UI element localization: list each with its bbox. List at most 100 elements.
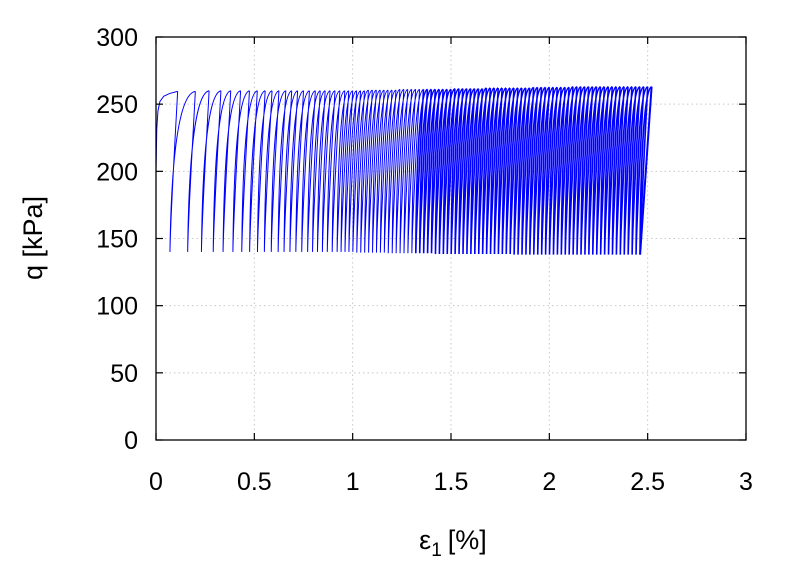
load-cycle-55 (462, 87, 476, 254)
x-tick-label: 2.5 (630, 468, 665, 496)
load-cycle-12 (277, 90, 293, 252)
load-cycle-27 (352, 90, 365, 252)
load-cycle-76 (544, 86, 558, 255)
load-cycle-56 (466, 87, 480, 254)
load-cycle-38 (395, 88, 409, 254)
load-cycle-1 (169, 90, 196, 252)
load-cycle-35 (383, 89, 397, 253)
y-tick-label: 100 (96, 293, 138, 321)
load-cycle-70 (521, 86, 535, 255)
load-cycle-71 (525, 86, 539, 255)
load-cycle-46 (426, 88, 440, 254)
load-cycle-60 (481, 87, 495, 254)
load-cycle-44 (418, 88, 432, 254)
load-cycle-73 (533, 86, 546, 255)
x-tick-label: 0.5 (237, 468, 272, 496)
load-cycle-36 (387, 88, 401, 254)
load-cycle-59 (477, 87, 491, 254)
load-cycle-43 (415, 88, 428, 254)
load-cycle-21 (326, 90, 341, 252)
x-axis-label-unit: [%] (448, 525, 487, 555)
y-tick-label: 300 (96, 24, 138, 52)
load-cycle-66 (505, 87, 519, 254)
load-cycle-75 (540, 86, 554, 255)
load-cycle-32 (372, 89, 385, 253)
load-cycle-5 (222, 90, 241, 252)
load-cycle-30 (364, 89, 377, 253)
load-cycle-63 (493, 87, 507, 254)
y-tick-label: 0 (124, 427, 138, 455)
load-cycle-87 (588, 85, 602, 255)
load-cycle-9 (256, 90, 273, 252)
load-cycle-82 (568, 85, 582, 255)
load-cycle-33 (375, 89, 389, 253)
load-cycle-48 (434, 88, 448, 254)
load-cycle-34 (379, 89, 393, 253)
load-cycle-74 (536, 86, 550, 255)
load-cycle-88 (592, 85, 605, 255)
load-cycle-47 (430, 88, 444, 254)
load-cycle-22 (331, 90, 346, 252)
load-cycle-72 (529, 86, 543, 255)
load-cycle-61 (485, 87, 499, 254)
y-axis-label: q [kPa] (18, 196, 48, 280)
y-tick-label: 150 (96, 226, 138, 254)
x-axis-label-symbol: ε (419, 525, 431, 555)
load-cycle-26 (348, 90, 361, 252)
load-cycle-84 (576, 85, 590, 255)
load-cycle-31 (368, 89, 381, 253)
load-cycle-58 (474, 87, 487, 254)
load-cycle-7 (241, 90, 258, 252)
load-cycle-3 (200, 90, 222, 252)
load-cycle-6 (232, 90, 250, 252)
load-cycle-78 (552, 86, 566, 255)
load-cycle-86 (584, 85, 598, 255)
load-cycle-67 (509, 87, 523, 254)
load-cycle-95 (619, 85, 633, 255)
load-cycle-20 (321, 90, 336, 252)
load-cycle-91 (603, 85, 617, 255)
load-cycle-98 (631, 85, 645, 255)
load-cycle-19 (316, 90, 331, 252)
load-cycle-80 (560, 85, 574, 255)
x-tick-label: 1.5 (434, 468, 469, 496)
load-cycle-49 (438, 88, 452, 254)
load-cycle-37 (391, 88, 405, 254)
load-cycle-45 (422, 88, 436, 254)
load-cycle-51 (446, 87, 460, 254)
load-cycle-68 (513, 87, 527, 255)
load-cycle-53 (454, 87, 468, 254)
x-tick-label: 2 (542, 468, 556, 496)
load-cycle-17 (307, 90, 321, 252)
load-cycle-79 (556, 86, 570, 255)
load-cycle-57 (470, 87, 484, 254)
load-cycle-94 (615, 85, 629, 255)
x-tick-label: 1 (346, 468, 360, 496)
load-cycle-18 (312, 90, 326, 252)
load-cycle-89 (595, 85, 609, 255)
load-cycle-4 (212, 90, 231, 252)
load-cycle-65 (501, 87, 515, 254)
load-cycle-93 (611, 85, 625, 255)
load-cycle-2 (187, 90, 210, 252)
load-cycle-28 (356, 89, 369, 253)
load-cycle-96 (623, 85, 637, 255)
load-cycle-14 (289, 90, 304, 252)
load-cycle-85 (580, 85, 594, 255)
grid-layer (156, 37, 746, 440)
x-axis-label: ε1 [%] (419, 525, 487, 561)
load-cycle-40 (403, 88, 416, 254)
load-cycle-54 (458, 87, 472, 254)
y-tick-label: 50 (110, 360, 138, 388)
load-cycle-52 (450, 87, 464, 254)
load-cycle-25 (344, 90, 357, 252)
load-cycle-24 (340, 90, 354, 252)
x-axis-label-subscript: 1 (431, 540, 442, 561)
load-cycle-23 (336, 90, 350, 252)
label-layer: q [kPa] ε1 [%] (18, 196, 487, 561)
load-cycle-90 (599, 85, 613, 255)
load-cycle-77 (548, 86, 562, 255)
load-cycle-81 (564, 85, 578, 255)
